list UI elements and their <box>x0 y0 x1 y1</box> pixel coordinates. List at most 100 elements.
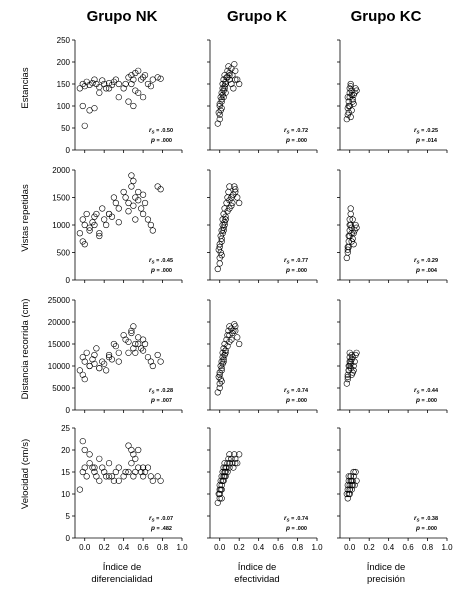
xtick-label: 0.4 <box>253 543 265 552</box>
data-point <box>101 216 108 223</box>
data-point <box>219 468 226 476</box>
data-point <box>83 473 90 480</box>
data-point <box>345 477 352 484</box>
data-point <box>232 67 239 74</box>
xtick-label: 0.0 <box>79 543 91 552</box>
data-point <box>79 468 86 476</box>
data-point <box>130 473 137 480</box>
data-point <box>353 477 360 484</box>
data-point <box>221 85 228 92</box>
data-point <box>348 371 355 378</box>
data-point <box>224 74 231 81</box>
data-point <box>343 380 350 387</box>
ytick-label: 0 <box>66 276 71 285</box>
data-point <box>81 358 88 365</box>
data-point <box>101 80 108 88</box>
data-point <box>157 75 164 82</box>
data-point <box>217 477 224 484</box>
data-point <box>349 482 356 489</box>
data-point <box>216 241 223 248</box>
data-point <box>347 80 354 88</box>
data-point <box>344 486 351 493</box>
data-point <box>234 334 241 341</box>
data-point <box>112 343 119 350</box>
data-point <box>353 87 360 94</box>
data-point <box>99 77 106 84</box>
data-point <box>154 74 161 81</box>
p-stat: p = .007 <box>150 397 172 404</box>
data-point <box>93 80 100 88</box>
data-point <box>103 367 110 374</box>
data-point <box>101 360 108 367</box>
data-point <box>130 345 137 352</box>
data-point <box>135 67 142 74</box>
data-point <box>344 376 351 383</box>
data-point <box>132 216 139 223</box>
xtick-label: 0.6 <box>403 543 415 552</box>
data-point <box>222 78 229 85</box>
data-point <box>218 495 225 502</box>
data-point <box>91 76 98 83</box>
data-point <box>130 177 137 185</box>
data-point <box>99 464 106 471</box>
data-point <box>348 486 355 493</box>
data-point <box>350 367 357 374</box>
data-point <box>79 80 86 88</box>
data-point <box>351 482 358 489</box>
data-point <box>236 451 243 458</box>
data-point <box>154 351 161 359</box>
xtick-label: 0.0 <box>214 543 226 552</box>
data-point <box>91 360 98 367</box>
rs-stat: rS = .0.50 <box>149 127 173 135</box>
data-point <box>96 230 103 237</box>
xtick-label: 0.4 <box>383 543 395 552</box>
data-point <box>93 210 100 218</box>
data-point <box>130 202 137 209</box>
data-point <box>135 464 142 471</box>
data-point <box>232 323 239 330</box>
data-point <box>215 490 222 498</box>
data-point <box>105 210 113 218</box>
data-point <box>110 477 118 484</box>
data-point <box>96 89 103 96</box>
xtick-label: 0.8 <box>157 543 169 552</box>
data-point <box>216 102 223 110</box>
data-point <box>89 356 96 363</box>
data-point <box>115 349 122 356</box>
data-point <box>349 98 356 105</box>
data-point <box>76 486 83 493</box>
data-point <box>220 473 227 480</box>
data-point <box>128 183 135 190</box>
data-point <box>214 265 221 273</box>
data-point <box>222 213 229 220</box>
data-point <box>110 340 118 348</box>
data-point <box>115 80 122 88</box>
data-point <box>139 74 147 81</box>
data-point <box>215 373 222 381</box>
data-point <box>236 199 243 207</box>
p-stat: p = .004 <box>415 267 438 274</box>
xlabel-nk-line2: diferencialidad <box>91 574 152 585</box>
data-point <box>76 367 83 374</box>
data-point <box>128 327 135 334</box>
data-point <box>141 340 149 348</box>
data-point <box>144 354 152 361</box>
data-point <box>79 371 86 378</box>
data-point <box>220 356 227 363</box>
data-point <box>144 216 152 223</box>
ytick-label: 5 <box>66 512 71 521</box>
data-point <box>230 191 237 198</box>
data-point <box>214 120 221 127</box>
data-point <box>103 221 110 229</box>
data-point <box>349 354 356 361</box>
data-point <box>86 224 93 231</box>
data-point <box>135 340 142 348</box>
data-point <box>225 455 232 462</box>
xtick-label: 0.8 <box>422 543 434 552</box>
data-point <box>122 194 129 201</box>
data-point <box>115 477 122 484</box>
data-point <box>231 61 238 68</box>
data-point <box>216 495 223 502</box>
data-point <box>232 455 239 462</box>
